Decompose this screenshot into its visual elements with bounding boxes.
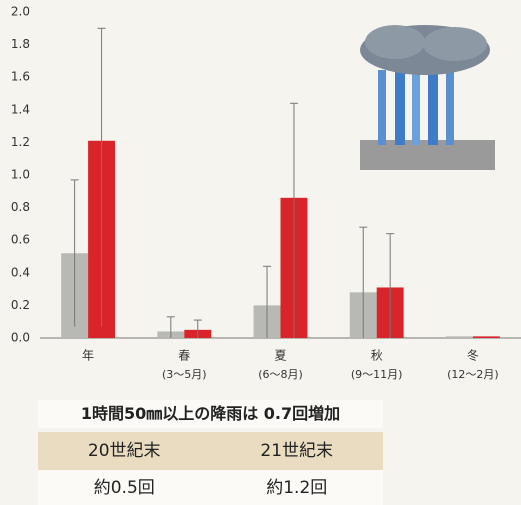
- x-tick-label: 冬: [467, 348, 479, 363]
- x-tick-label: 春: [178, 349, 190, 363]
- bar: [472, 336, 500, 338]
- table-cell: 約1.2回: [266, 478, 328, 498]
- bar: [445, 336, 473, 338]
- y-tick-label: 1.6: [11, 70, 30, 84]
- y-tick-label: 0.2: [11, 298, 30, 312]
- y-tick-label: 1.2: [11, 135, 30, 149]
- y-tick-label: 0.4: [11, 265, 30, 279]
- header-cell: 21世紀末: [260, 441, 334, 461]
- y-tick-label: 0.6: [11, 233, 30, 247]
- table-cell: 約0.5回: [93, 478, 155, 498]
- y-tick-label: 2.0: [11, 5, 30, 19]
- table-row: 約0.5回 約1.2回: [38, 470, 383, 505]
- y-tick-label: 1.0: [11, 168, 30, 182]
- y-tick-label: 0.8: [11, 200, 30, 214]
- x-tick-label: 年: [82, 349, 94, 363]
- y-tick-label: 1.8: [11, 37, 30, 51]
- x-tick-label: 夏: [274, 349, 286, 363]
- x-tick-sublabel: (9〜11月): [351, 368, 403, 381]
- x-tick-label: 秋: [371, 349, 383, 363]
- chart: 0.0 0.2 0.4 0.6 0.8 1.0 1.2 1.4 1.6 1.8 2.0 年 春 (3〜5月…: [11, 5, 521, 381]
- x-tick-sublabel: (3〜5月): [162, 368, 207, 381]
- x-tick-sublabel: (12〜2月): [447, 368, 499, 381]
- y-tick-label: 1.4: [11, 102, 30, 116]
- y-tick-label: 0.0: [11, 331, 30, 345]
- header-cell: 20世紀末: [87, 441, 161, 461]
- table-title: 1時間50㎜以上の降雨は 0.7回増加: [38, 400, 383, 428]
- x-tick-sublabel: (6〜8月): [258, 368, 303, 381]
- table-header: 20世紀末 21世紀末: [38, 432, 383, 470]
- illustration: [360, 25, 495, 170]
